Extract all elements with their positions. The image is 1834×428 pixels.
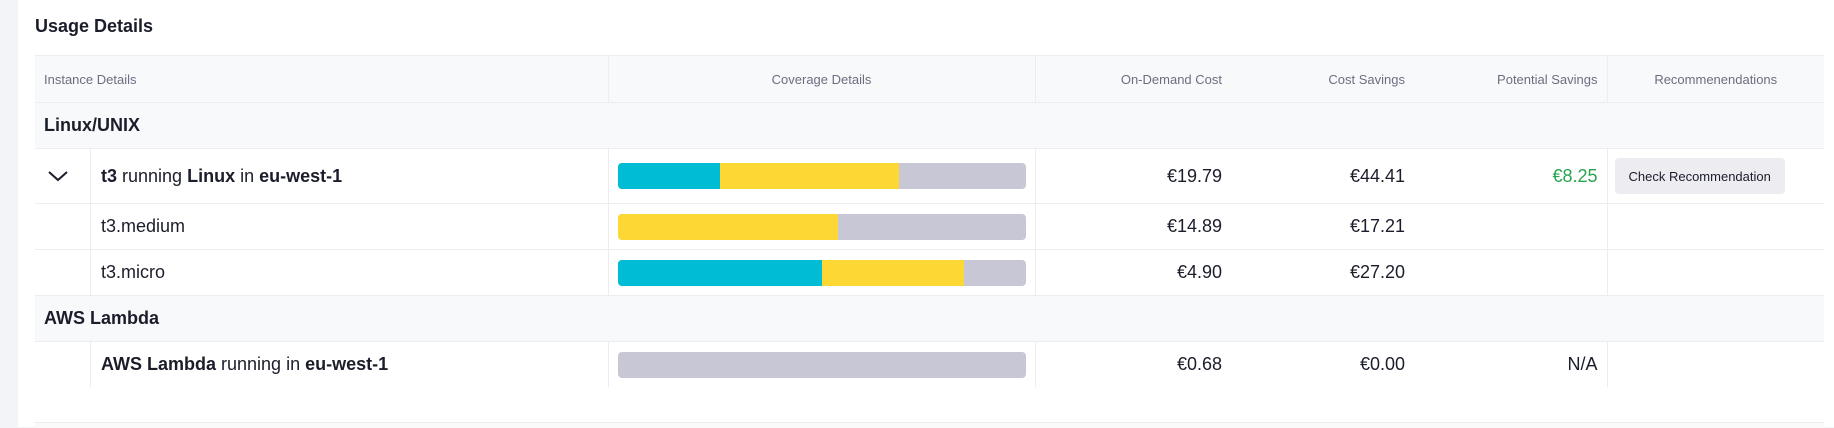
coverage-ri-segment [617,259,822,286]
instance-label: t3 running Linux in eu-west-1 [101,165,343,186]
instance-label: t3.medium [101,216,186,236]
table-row: AWS Lambda running in eu-west-1 €0.68 €0… [35,341,1824,387]
usage-table: Instance Details Coverage Details On-Dem… [35,55,1824,387]
group-row-lambda: AWS Lambda [35,295,1824,342]
cost-savings: €27.20 [1231,249,1414,296]
group-label: AWS Lambda [35,295,1824,342]
usage-details-panel: Usage Details Instance Details Coverage … [18,0,1834,428]
potential-savings [1414,249,1607,296]
table-header: Instance Details Coverage Details On-Dem… [35,55,1824,103]
potential-savings: €8.25 [1414,148,1607,204]
recommendation-cell [1606,203,1824,250]
on-demand-cost: €19.79 [1034,148,1231,204]
next-section-edge [35,422,1824,428]
coverage-bar [617,213,1026,240]
cost-savings: €44.41 [1231,148,1414,204]
potential-savings [1414,203,1607,250]
coverage-sp-segment [821,259,965,286]
indent-cell [26,342,91,387]
table-row[interactable]: t3 running Linux in eu-west-1 €19.79 €44… [35,148,1824,204]
potential-savings: N/A [1567,354,1598,374]
cost-savings: €0.00 [1359,354,1405,374]
col-instance-details[interactable]: Instance Details [35,55,608,103]
on-demand-cost: €0.68 [1034,341,1231,387]
col-on-demand-cost[interactable]: On-Demand Cost [1034,55,1231,103]
section-title: Usage Details [35,16,154,36]
coverage-bar [617,351,1026,378]
chevron-down-icon [48,171,68,182]
cost-savings: €17.21 [1231,203,1414,250]
col-recommendations[interactable]: Recommenendations [1606,55,1824,103]
indent-cell [26,204,91,249]
coverage-bar [617,259,1026,286]
on-demand-cost: €14.89 [1034,203,1231,250]
instance-label: AWS Lambda running in eu-west-1 [101,354,389,374]
coverage-sp-segment [617,213,838,240]
coverage-sp-segment [719,163,900,189]
expand-toggle[interactable] [26,149,91,203]
col-coverage-details[interactable]: Coverage Details [607,55,1035,103]
instance-label: t3.micro [101,262,166,282]
coverage-ri-segment [617,163,720,189]
table-row: t3.micro €4.90 €27.20 [35,249,1824,296]
recommendation-cell [1606,341,1824,387]
group-label: Linux/UNIX [35,102,1824,149]
table-row: t3.medium €14.89 €17.21 [35,203,1824,250]
indent-cell [26,250,91,295]
recommendation-cell [1606,249,1824,296]
on-demand-cost: €4.90 [1034,249,1231,296]
coverage-bar [617,163,1026,189]
col-cost-savings[interactable]: Cost Savings [1231,55,1414,103]
group-row-linux: Linux/UNIX [35,102,1824,149]
check-recommendation-button[interactable]: Check Recommendation [1614,158,1785,194]
col-potential-savings[interactable]: Potential Savings [1414,55,1607,103]
